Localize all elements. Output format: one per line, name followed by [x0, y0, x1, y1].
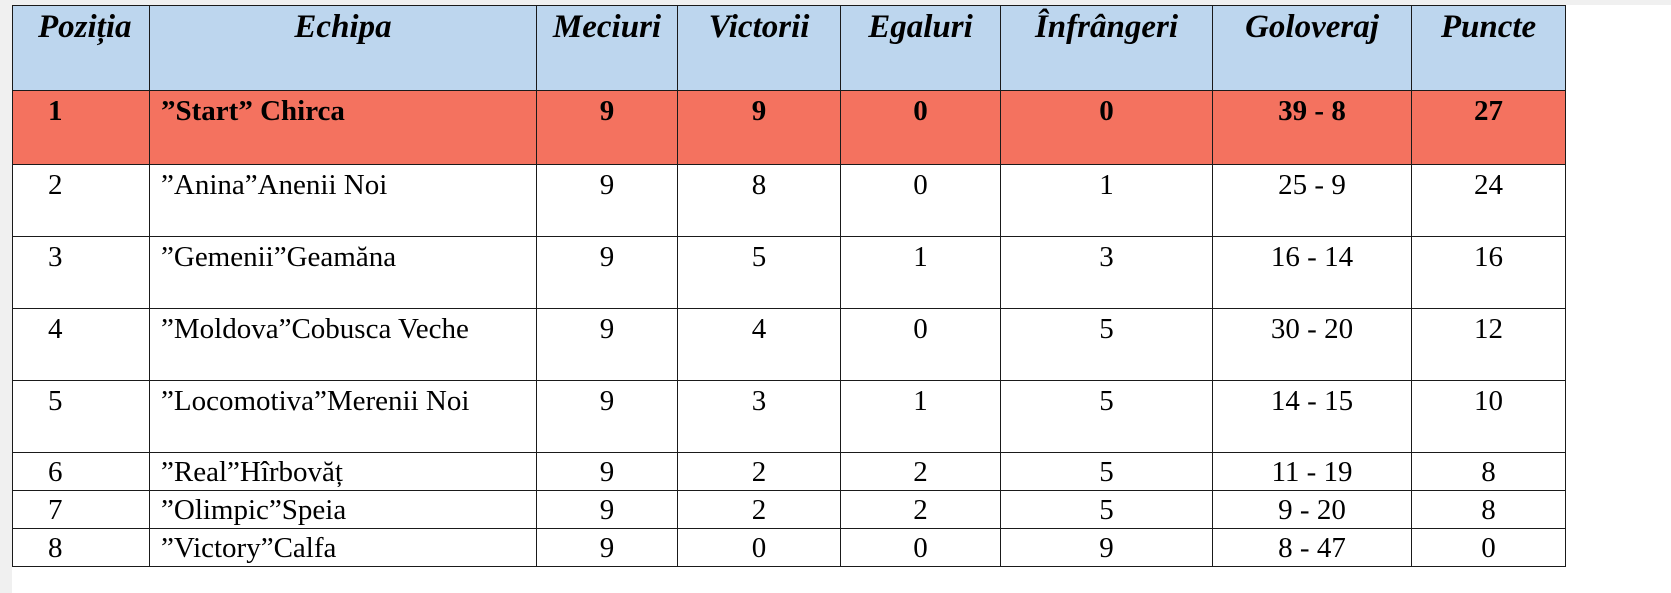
cell-wins: 2 — [677, 490, 841, 529]
cell-position: 4 — [12, 308, 150, 381]
cell-team: ”Anina”Anenii Noi — [149, 164, 537, 237]
cell-matches: 9 — [536, 90, 678, 165]
cell-wins: 3 — [677, 380, 841, 453]
header-wins: Victorii — [677, 5, 841, 91]
cell-goal-diff: 30 - 20 — [1212, 308, 1412, 381]
table-row: 8 ”Victory”Calfa 9 0 0 9 8 - 47 0 — [12, 528, 1566, 567]
cell-wins: 8 — [677, 164, 841, 237]
header-team: Echipa — [149, 5, 537, 91]
cell-team: ”Real”Hîrbovăț — [149, 452, 537, 491]
cell-points: 12 — [1411, 308, 1566, 381]
standings-table: Poziția Echipa Meciuri Victorii Egaluri … — [12, 5, 1566, 567]
cell-matches: 9 — [536, 490, 678, 529]
cell-points: 8 — [1411, 452, 1566, 491]
document-page: Poziția Echipa Meciuri Victorii Egaluri … — [12, 5, 1671, 593]
cell-position: 3 — [12, 236, 150, 309]
table-row: 7 ”Olimpic”Speia 9 2 2 5 9 - 20 8 — [12, 490, 1566, 529]
cell-matches: 9 — [536, 236, 678, 309]
cell-matches: 9 — [536, 164, 678, 237]
cell-points: 8 — [1411, 490, 1566, 529]
cell-team: ”Gemenii”Geamăna — [149, 236, 537, 309]
cell-team: ”Moldova”Cobusca Veche — [149, 308, 537, 381]
cell-goal-diff: 16 - 14 — [1212, 236, 1412, 309]
cell-matches: 9 — [536, 528, 678, 567]
cell-wins: 2 — [677, 452, 841, 491]
cell-goal-diff: 9 - 20 — [1212, 490, 1412, 529]
cell-team: ”Victory”Calfa — [149, 528, 537, 567]
cell-draws: 2 — [840, 452, 1001, 491]
header-points: Puncte — [1411, 5, 1566, 91]
cell-draws: 1 — [840, 380, 1001, 453]
cell-matches: 9 — [536, 380, 678, 453]
cell-position: 8 — [12, 528, 150, 567]
cell-wins: 9 — [677, 90, 841, 165]
table-row: 1 ”Start” Chirca 9 9 0 0 39 - 8 27 — [12, 90, 1566, 165]
cell-goal-diff: 14 - 15 — [1212, 380, 1412, 453]
cell-position: 6 — [12, 452, 150, 491]
cell-position: 1 — [12, 90, 150, 165]
header-draws: Egaluri — [840, 5, 1001, 91]
cell-wins: 0 — [677, 528, 841, 567]
cell-losses: 5 — [1000, 380, 1213, 453]
cell-draws: 0 — [840, 528, 1001, 567]
cell-points: 27 — [1411, 90, 1566, 165]
table-row: 6 ”Real”Hîrbovăț 9 2 2 5 11 - 19 8 — [12, 452, 1566, 491]
header-goal-diff: Goloveraj — [1212, 5, 1412, 91]
table-row: 2 ”Anina”Anenii Noi 9 8 0 1 25 - 9 24 — [12, 164, 1566, 237]
cell-goal-diff: 8 - 47 — [1212, 528, 1412, 567]
cell-points: 16 — [1411, 236, 1566, 309]
cell-losses: 1 — [1000, 164, 1213, 237]
cell-wins: 4 — [677, 308, 841, 381]
table-header-row: Poziția Echipa Meciuri Victorii Egaluri … — [12, 5, 1566, 91]
cell-draws: 0 — [840, 90, 1001, 165]
cell-losses: 5 — [1000, 490, 1213, 529]
header-losses: Înfrângeri — [1000, 5, 1213, 91]
cell-losses: 5 — [1000, 452, 1213, 491]
cell-matches: 9 — [536, 308, 678, 381]
cell-team: ”Olimpic”Speia — [149, 490, 537, 529]
cell-team: ”Locomotiva”Merenii Noi — [149, 380, 537, 453]
table-row: 5 ”Locomotiva”Merenii Noi 9 3 1 5 14 - 1… — [12, 380, 1566, 453]
cell-matches: 9 — [536, 452, 678, 491]
cell-draws: 1 — [840, 236, 1001, 309]
cell-position: 7 — [12, 490, 150, 529]
cell-losses: 3 — [1000, 236, 1213, 309]
cell-position: 5 — [12, 380, 150, 453]
cell-goal-diff: 11 - 19 — [1212, 452, 1412, 491]
table-row: 3 ”Gemenii”Geamăna 9 5 1 3 16 - 14 16 — [12, 236, 1566, 309]
table-row: 4 ”Moldova”Cobusca Veche 9 4 0 5 30 - 20… — [12, 308, 1566, 381]
cell-points: 0 — [1411, 528, 1566, 567]
header-matches: Meciuri — [536, 5, 678, 91]
cell-losses: 0 — [1000, 90, 1213, 165]
cell-wins: 5 — [677, 236, 841, 309]
cell-team: ”Start” Chirca — [149, 90, 537, 165]
cell-draws: 0 — [840, 164, 1001, 237]
cell-losses: 5 — [1000, 308, 1213, 381]
cell-losses: 9 — [1000, 528, 1213, 567]
cell-goal-diff: 25 - 9 — [1212, 164, 1412, 237]
cell-points: 24 — [1411, 164, 1566, 237]
cell-draws: 2 — [840, 490, 1001, 529]
header-position: Poziția — [12, 5, 150, 91]
cell-points: 10 — [1411, 380, 1566, 453]
cell-position: 2 — [12, 164, 150, 237]
cell-draws: 0 — [840, 308, 1001, 381]
cell-goal-diff: 39 - 8 — [1212, 90, 1412, 165]
